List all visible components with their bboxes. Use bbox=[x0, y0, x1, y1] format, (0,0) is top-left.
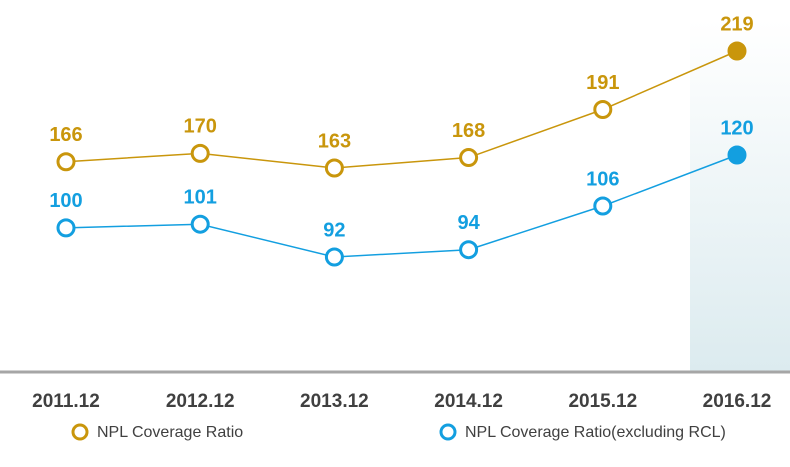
data-label: 106 bbox=[586, 168, 619, 190]
point bbox=[190, 143, 210, 163]
point bbox=[459, 240, 479, 260]
x-tick-label: 2011.12 bbox=[32, 391, 100, 412]
point bbox=[593, 196, 613, 216]
legend-label: NPL Coverage Ratio bbox=[97, 424, 243, 441]
point bbox=[190, 214, 210, 234]
series-line bbox=[65, 50, 738, 169]
x-tick-label: 2016.12 bbox=[703, 391, 772, 412]
data-label: 92 bbox=[323, 219, 345, 241]
x-tick-label: 2014.12 bbox=[434, 391, 503, 412]
data-label: 166 bbox=[49, 124, 82, 146]
point bbox=[324, 158, 344, 178]
x-tick-label: 2013.12 bbox=[300, 391, 369, 412]
point bbox=[727, 41, 747, 61]
point bbox=[324, 247, 344, 267]
data-label: 94 bbox=[457, 212, 480, 234]
point bbox=[727, 145, 747, 165]
data-label: 191 bbox=[586, 72, 619, 94]
legend-marker bbox=[439, 423, 457, 441]
data-label: 120 bbox=[720, 117, 753, 139]
point bbox=[56, 218, 76, 238]
point bbox=[459, 148, 479, 168]
series-line bbox=[65, 154, 738, 258]
data-label: 163 bbox=[318, 130, 351, 152]
legend-label: NPL Coverage Ratio(excluding RCL) bbox=[465, 424, 726, 441]
point bbox=[593, 100, 613, 119]
point bbox=[56, 152, 76, 172]
x-tick-label: 2015.12 bbox=[568, 391, 637, 412]
data-label: 101 bbox=[184, 186, 217, 208]
legend-marker bbox=[71, 423, 89, 441]
data-label: 168 bbox=[452, 120, 485, 142]
data-label: 219 bbox=[720, 13, 753, 35]
highlight-column bbox=[690, 20, 790, 371]
data-label: 170 bbox=[184, 116, 217, 138]
data-label: 100 bbox=[49, 190, 82, 212]
x-tick-label: 2012.12 bbox=[166, 391, 235, 412]
